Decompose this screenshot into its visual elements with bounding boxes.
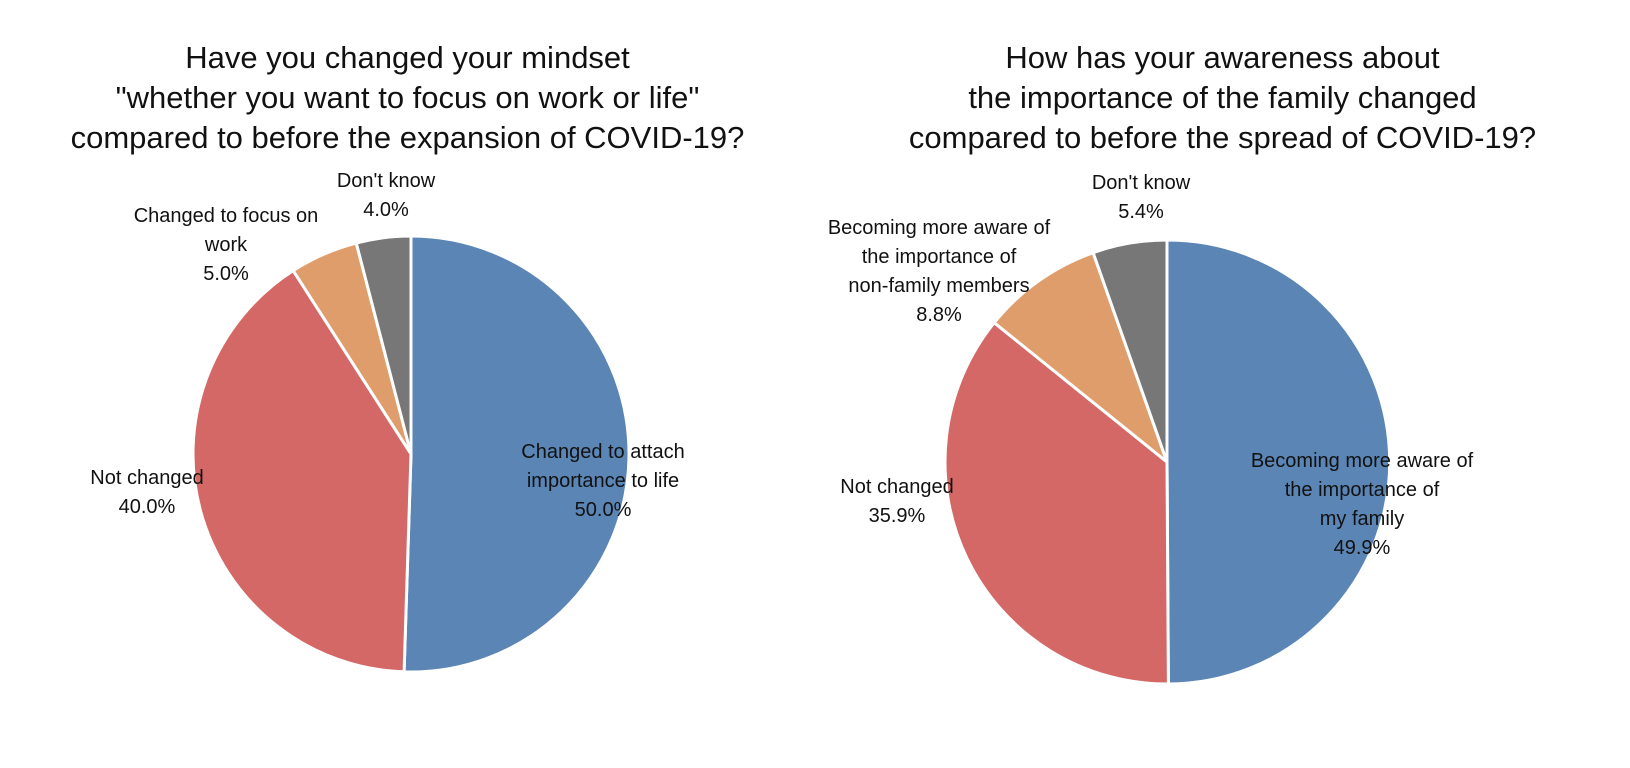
slice-name: Becoming more aware of the importance of… (827, 217, 1051, 297)
slice-label-4: Don't know 4.0% (337, 167, 435, 225)
slice-value: 8.8% (916, 304, 962, 326)
slice-value: 5.4% (1118, 201, 1164, 223)
slice-value: 50.0% (574, 499, 632, 521)
pie-slice-2 (943, 321, 1170, 686)
slice-name: Becoming more aware of the importance of… (1250, 450, 1474, 530)
slice-value: 35.9% (868, 505, 926, 527)
slice-value: 5.0% (203, 263, 249, 285)
slice-value: 49.9% (1333, 537, 1391, 559)
slice-name: Changed to attach importance to life (521, 441, 685, 492)
pie-svg (191, 234, 631, 674)
pie-slice-4 (354, 234, 413, 456)
slice-name: Don't know (1091, 172, 1191, 194)
pie-slice-4 (1091, 238, 1169, 464)
slice-value: 40.0% (118, 496, 176, 518)
slice-name: Don't know (336, 170, 436, 192)
pie-slice-3 (992, 251, 1169, 464)
slice-label-2: Not changed 35.9% (840, 473, 953, 531)
pie-chart-work-life: Have you changed your mindset "whether y… (70, 40, 745, 674)
pie-slice-1 (1165, 238, 1392, 686)
slice-name: Changed to focus on work (133, 205, 319, 256)
slice-label-1: Becoming more aware of the importance of… (1251, 447, 1473, 563)
pie-chart-family-awareness: How has your awareness about the importa… (815, 0, 1630, 768)
pie-svg (943, 238, 1392, 686)
slice-name: Not changed (90, 467, 204, 489)
slice-name: Not changed (840, 476, 954, 498)
chart-title: Have you changed your mindset "whether y… (70, 40, 745, 155)
slice-value: 4.0% (363, 199, 409, 221)
slice-label-1: Changed to attach importance to life 50.0… (521, 438, 684, 525)
pie-slice-1 (402, 234, 631, 674)
slice-label-2: Not changed 40.0% (90, 464, 203, 522)
slice-label-3: Changed to focus on work 5.0% (134, 202, 319, 289)
slice-label-3: Becoming more aware of the importance of… (828, 214, 1050, 330)
slice-label-4: Don't know 5.4% (1092, 169, 1190, 227)
chart-title: How has your awareness about the importa… (908, 40, 1537, 155)
